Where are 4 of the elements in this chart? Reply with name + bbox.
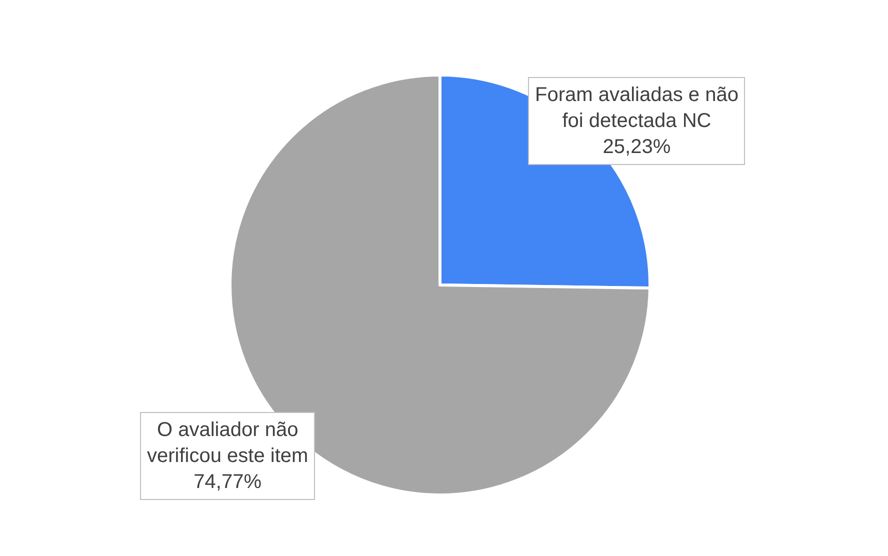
slice-label: O avaliador não verificou este item bbox=[147, 419, 308, 467]
slice-label: Foram avaliadas e não foi detectada NC bbox=[535, 84, 738, 132]
data-label: 74,77% bbox=[194, 471, 262, 493]
data-label: 25,23% bbox=[602, 136, 671, 158]
